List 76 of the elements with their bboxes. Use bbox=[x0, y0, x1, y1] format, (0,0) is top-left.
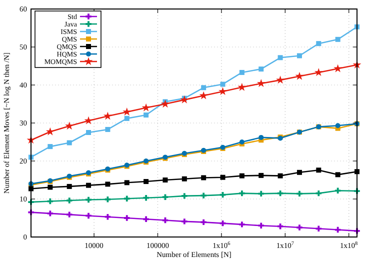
point bbox=[316, 168, 322, 173]
point bbox=[258, 190, 264, 197]
point bbox=[277, 224, 284, 230]
point bbox=[142, 103, 150, 112]
point bbox=[47, 198, 54, 204]
point bbox=[201, 85, 206, 90]
point bbox=[295, 72, 304, 80]
point bbox=[47, 210, 54, 216]
point bbox=[104, 196, 111, 202]
point bbox=[200, 219, 206, 226]
point bbox=[105, 126, 110, 132]
point bbox=[220, 82, 226, 87]
point bbox=[239, 173, 244, 178]
point bbox=[335, 36, 340, 42]
point bbox=[86, 130, 92, 135]
point bbox=[124, 215, 130, 221]
point bbox=[182, 176, 187, 182]
point bbox=[182, 218, 188, 224]
point bbox=[122, 108, 132, 116]
point bbox=[84, 116, 93, 124]
point bbox=[48, 184, 53, 190]
point bbox=[258, 172, 264, 178]
point bbox=[238, 82, 246, 91]
point bbox=[256, 79, 266, 88]
point bbox=[66, 198, 72, 204]
point bbox=[258, 66, 264, 72]
point bbox=[144, 179, 149, 184]
point bbox=[86, 212, 92, 219]
point bbox=[162, 194, 168, 200]
point bbox=[239, 222, 245, 228]
point bbox=[199, 91, 208, 100]
point bbox=[86, 196, 92, 203]
point bbox=[276, 76, 285, 84]
point bbox=[103, 112, 112, 120]
point bbox=[220, 192, 226, 198]
point bbox=[105, 182, 110, 187]
point bbox=[258, 222, 264, 228]
point bbox=[66, 184, 72, 189]
point bbox=[296, 170, 302, 175]
point bbox=[66, 212, 72, 218]
point bbox=[258, 134, 264, 140]
point bbox=[278, 173, 283, 178]
point bbox=[104, 214, 111, 220]
point bbox=[86, 182, 92, 188]
point bbox=[220, 174, 226, 180]
point bbox=[182, 193, 188, 199]
point bbox=[334, 64, 342, 72]
point bbox=[46, 127, 54, 136]
point bbox=[124, 196, 130, 202]
point bbox=[314, 68, 323, 76]
point bbox=[201, 175, 206, 180]
point bbox=[124, 116, 130, 121]
point bbox=[220, 220, 226, 226]
point bbox=[143, 195, 149, 201]
point bbox=[296, 53, 302, 58]
point bbox=[200, 192, 206, 198]
point bbox=[124, 180, 130, 186]
point bbox=[66, 140, 72, 146]
point bbox=[161, 100, 170, 108]
point bbox=[239, 190, 245, 196]
point bbox=[334, 188, 341, 194]
point bbox=[334, 226, 341, 233]
point bbox=[316, 41, 322, 46]
point bbox=[48, 144, 53, 150]
point bbox=[316, 226, 322, 232]
point bbox=[144, 112, 149, 118]
point bbox=[162, 178, 168, 182]
point bbox=[143, 216, 149, 222]
point bbox=[278, 55, 283, 60]
point bbox=[335, 123, 340, 128]
point bbox=[296, 190, 302, 197]
point bbox=[218, 87, 227, 96]
point bbox=[316, 190, 322, 196]
point bbox=[335, 172, 340, 178]
point bbox=[239, 70, 244, 75]
point bbox=[296, 224, 302, 230]
